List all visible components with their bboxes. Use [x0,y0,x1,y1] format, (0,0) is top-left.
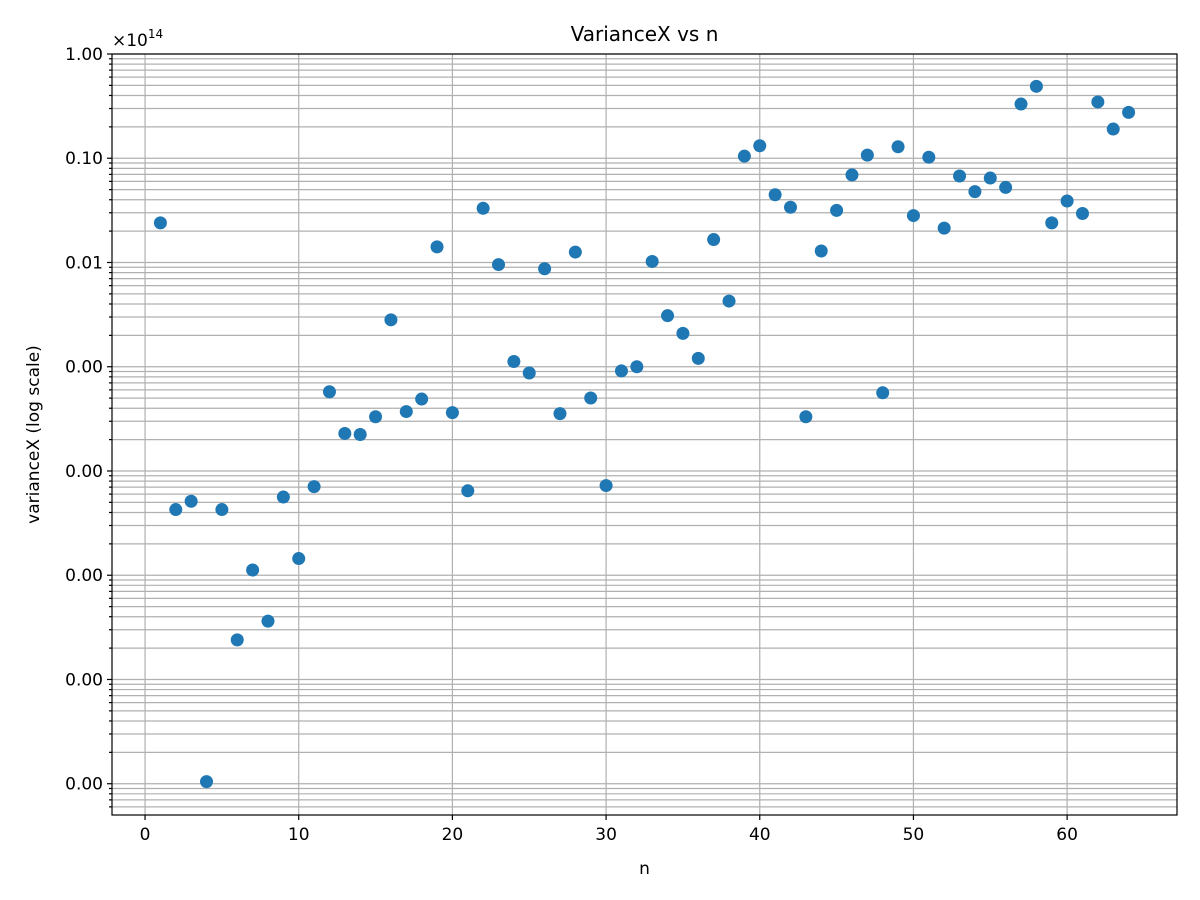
scatter-point [999,180,1013,194]
scatter-point [276,490,290,504]
scatter-point [645,254,659,268]
y-tick-label: 1.00 [65,45,103,65]
scatter-point [292,552,306,566]
scatter-point [200,775,214,789]
scatter-point [937,221,951,235]
scatter-point [968,185,982,199]
scatter-point [1060,194,1074,208]
scatter-point [922,150,936,164]
scatter-point [814,244,828,258]
scatter-point [983,171,997,185]
scatter-point [1091,95,1105,109]
x-tick-label: 10 [288,825,310,845]
y-offset-base: ×10 [112,31,148,51]
scatter-point [876,386,890,400]
scatter-point [768,188,782,202]
y-tick-label: 0.00 [65,566,103,586]
scatter-point [369,410,383,424]
scatter-point [1014,97,1028,111]
scatter-point [783,200,797,214]
scatter-point [676,326,690,340]
scatter-point [384,313,398,327]
scatter-point [338,426,352,440]
y-axis-label: varianceX (log scale) [24,345,44,524]
scatter-point [415,392,429,406]
y-offset-text: ×1014 [112,27,163,51]
scatter-point [614,364,628,378]
scatter-point [230,633,244,647]
scatter-point [953,169,967,183]
scatter-point [661,309,675,323]
scatter-point [1122,105,1136,119]
y-tick-label: 0.00 [65,462,103,482]
scatter-point [538,262,552,276]
scatter-point [353,428,367,441]
x-tick-label: 60 [1056,825,1078,845]
y-tick-label: 0.00 [65,670,103,690]
scatter-point [753,139,767,153]
scatter-point [799,410,813,424]
scatter-point [891,140,905,154]
scatter-point [184,494,198,508]
y-tick-label: 0.00 [65,358,103,378]
scatter-point [169,503,183,517]
scatter-point [737,149,751,163]
axis-ticks: 0 10 20 30 40 50 60 1.00 0.10 0.01 0.00 0.00 0.00 0.0… [65,45,1078,845]
scatter-point [599,479,613,493]
chart-title: VarianceX vs n [571,22,719,46]
scatter-point [1045,216,1059,230]
scatter-point [860,148,874,162]
x-tick-label: 50 [903,825,925,845]
scatter-point [492,258,506,272]
scatter-point [261,614,275,628]
scatter-point [1075,206,1089,220]
scatter-point [399,405,413,419]
x-axis-label: n [639,859,650,879]
x-tick-label: 0 [140,825,151,845]
scatter-point [691,351,705,365]
scatter-point [553,407,567,421]
y-tick-label: 0.10 [65,149,103,169]
scatter-point [584,391,598,405]
scatter-point [522,366,536,380]
scatter-point [246,563,260,577]
scatter-point [630,360,644,374]
scatter-point [568,245,582,259]
y-offset-exponent: 14 [148,27,163,41]
x-tick-label: 20 [442,825,464,845]
grid [112,53,1177,815]
scatter-point [215,503,229,517]
scatter-point [1029,79,1043,93]
scatter-point [507,355,521,369]
scatter-point [906,209,920,223]
scatter-point [461,484,475,498]
scatter-point [476,201,490,215]
y-tick-label: 0.00 [65,775,103,795]
scatter-point [322,385,336,399]
scatter-point [153,216,167,230]
y-tick-label: 0.01 [65,253,103,273]
x-tick-label: 30 [595,825,617,845]
scatter-point [307,480,321,494]
plot-frame [111,53,1178,816]
scatter-point [430,240,444,254]
scatter-point [1106,122,1120,136]
scatter-point [722,294,736,308]
scatter-point [445,406,459,420]
scatter-point [845,168,859,182]
scatter-point [707,233,721,247]
scatter-point [830,203,844,217]
x-tick-label: 40 [749,825,771,845]
scatter-points [153,79,1136,789]
